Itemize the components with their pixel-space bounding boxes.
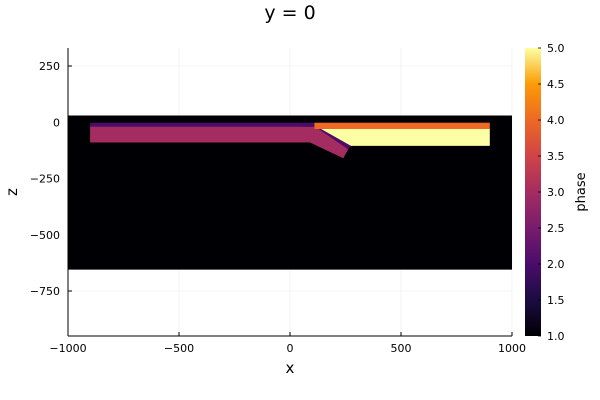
chart-title: y = 0: [264, 2, 315, 24]
colorbar-ticks: 1.0 1.5 2.0 2.5 3.0 3.5 4.0 4.5 5.0: [538, 42, 565, 343]
x-tick-label: 500: [391, 342, 412, 355]
colorbar-tick-label: 3.5: [547, 150, 565, 163]
colorbar-tick-label: 2.5: [547, 222, 565, 235]
x-tick-label: 0: [287, 342, 294, 355]
colorbar-label: phase: [574, 172, 589, 211]
colorbar-tick-label: 5.0: [547, 42, 565, 55]
region-phase-4-4: [314, 122, 490, 129]
colorbar-tick-label: 1.0: [547, 330, 565, 343]
y-tick-label: 0: [53, 116, 60, 129]
y-tick-label: 250: [39, 60, 60, 73]
region-phase-3-3: [90, 126, 349, 159]
region-phase-2-2: [90, 122, 351, 150]
x-tick-label: 1000: [498, 342, 526, 355]
axes: −1000 −500 0 500 1000 250 0 −250 −500 −750: [30, 48, 526, 355]
x-axis-label: x: [286, 359, 295, 377]
colorbar-tick-label: 2.0: [547, 258, 565, 271]
colorbar-tick-label: 3.0: [547, 186, 565, 199]
colorbar: [525, 48, 541, 336]
y-tick-label: −750: [30, 285, 60, 298]
y-tick-label: −500: [30, 229, 60, 242]
colorbar-tick-label: 4.0: [547, 114, 565, 127]
region-phase-5-5: [321, 129, 490, 146]
colorbar-tick-label: 4.5: [547, 78, 565, 91]
y-axis-label: z: [3, 188, 21, 196]
y-tick-label: −250: [30, 173, 60, 186]
phase-regions: [68, 115, 512, 270]
x-tick-label: −500: [164, 342, 194, 355]
x-tick-label: −1000: [49, 342, 86, 355]
colorbar-tick-label: 1.5: [547, 294, 565, 307]
